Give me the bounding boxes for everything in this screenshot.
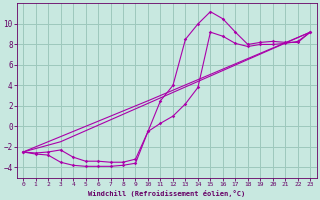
X-axis label: Windchill (Refroidissement éolien,°C): Windchill (Refroidissement éolien,°C) xyxy=(88,190,245,197)
